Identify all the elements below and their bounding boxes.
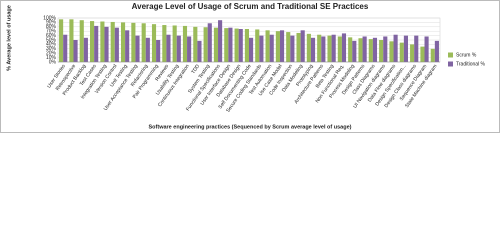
bar — [275, 31, 280, 62]
bar — [286, 32, 291, 62]
y-tick-label: 80% — [46, 24, 57, 30]
bar — [162, 25, 167, 62]
bar — [393, 34, 398, 62]
bar — [166, 34, 171, 62]
y-tick-label: 30% — [46, 46, 57, 52]
page: Average Level of Usage of Scrum and Trad… — [0, 0, 500, 133]
bar — [135, 35, 140, 62]
y-tick-label: 20% — [46, 51, 57, 57]
bar — [100, 21, 105, 62]
bar — [279, 30, 285, 62]
bar — [63, 34, 68, 62]
y-tick-label: 40% — [46, 42, 57, 48]
bar — [269, 34, 274, 62]
bar — [348, 37, 353, 62]
y-tick-label: 70% — [46, 29, 57, 35]
legend-label: Traditional % — [456, 61, 486, 67]
bar — [114, 27, 119, 62]
bar — [145, 37, 150, 62]
bar — [218, 20, 223, 62]
bar — [352, 40, 357, 62]
bar — [94, 25, 99, 63]
bar — [383, 36, 388, 62]
bar — [176, 35, 181, 62]
bar — [255, 29, 260, 62]
bar — [83, 37, 88, 62]
bar — [187, 36, 192, 62]
bar — [434, 40, 439, 62]
legend-swatch — [448, 52, 453, 58]
bar — [331, 34, 336, 62]
y-tick-label: 90% — [46, 20, 57, 26]
bar — [244, 29, 249, 62]
bar — [403, 35, 408, 62]
x-axis-label: Software engineering practices (Sequence… — [149, 124, 352, 130]
bar — [120, 22, 126, 62]
bar — [141, 23, 146, 63]
bar — [234, 28, 239, 63]
bar — [228, 27, 233, 62]
bar — [172, 25, 177, 62]
x-tick-label: TDD — [190, 63, 201, 75]
bar — [193, 26, 198, 62]
bar — [125, 30, 130, 62]
legend-label: Scrum % — [456, 52, 477, 58]
bar — [310, 37, 316, 62]
y-tick-label: 10% — [46, 55, 57, 61]
bar — [306, 33, 311, 62]
bar — [372, 37, 378, 62]
bar — [151, 24, 157, 62]
bar — [224, 28, 229, 62]
y-tick-label: 50% — [46, 37, 57, 43]
bar — [296, 32, 301, 62]
bar — [197, 40, 202, 62]
legend-swatch — [448, 61, 453, 67]
bar — [238, 29, 243, 62]
bar — [337, 36, 342, 62]
bar — [207, 23, 212, 63]
bar — [362, 36, 367, 62]
bar — [420, 46, 425, 62]
bar — [430, 48, 435, 62]
bar — [203, 27, 208, 63]
bar — [79, 20, 84, 62]
chart-title: Average Level of Usage of Scrum and Trad… — [132, 2, 369, 11]
bar — [59, 19, 64, 62]
bar — [90, 21, 95, 62]
bar — [213, 27, 219, 62]
bar — [358, 38, 363, 62]
bar — [265, 30, 270, 62]
bar — [410, 44, 415, 62]
bar — [290, 35, 295, 62]
bar — [131, 22, 136, 62]
bar — [259, 35, 264, 62]
bar — [321, 36, 326, 62]
bar — [317, 34, 322, 62]
y-axis-label: % Average level of usage — [6, 5, 12, 71]
bar — [379, 40, 384, 62]
bar — [399, 42, 404, 62]
bar — [156, 40, 161, 62]
y-tick-label: 60% — [46, 33, 57, 39]
bar — [104, 26, 109, 62]
bar — [69, 19, 74, 62]
bar — [73, 40, 78, 62]
bar — [389, 41, 394, 62]
bar — [368, 39, 373, 62]
chart: Average Level of Usage of Scrum and Trad… — [0, 0, 500, 133]
bar — [424, 36, 429, 62]
bar — [300, 30, 305, 62]
bar — [110, 21, 115, 62]
y-tick-label: 0% — [49, 59, 57, 65]
bar — [327, 35, 332, 62]
y-tick-label: 100% — [43, 15, 56, 21]
bar — [341, 33, 347, 62]
bar — [414, 35, 419, 62]
bar — [182, 25, 188, 63]
bar — [249, 37, 254, 62]
